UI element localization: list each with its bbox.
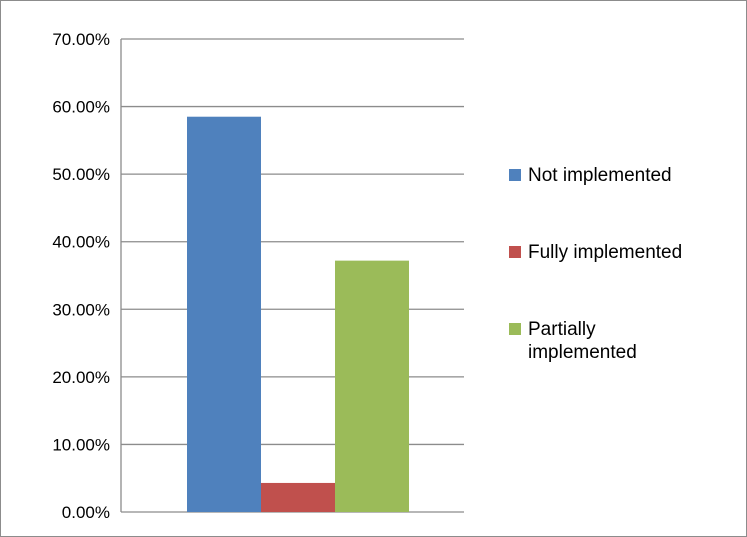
bar-fully-implemented — [261, 482, 335, 512]
bar-not-implemented — [187, 116, 261, 512]
legend-swatch — [509, 246, 521, 258]
legend-label: Partially implemented — [528, 319, 637, 363]
y-tick-label: 70.00% — [52, 30, 110, 49]
y-tick-label: 40.00% — [52, 233, 110, 252]
gridlines — [121, 38, 464, 513]
legend-label-line: Partially — [528, 319, 596, 340]
y-tick-label: 50.00% — [52, 165, 110, 184]
y-tick-label: 10.00% — [52, 435, 110, 454]
legend-item: Partially implemented — [509, 319, 637, 363]
bars — [187, 116, 409, 512]
y-tick-label: 20.00% — [52, 368, 110, 387]
legend-label-line: implemented — [528, 342, 637, 363]
legend-swatch — [509, 169, 521, 181]
legend-item: Fully implemented — [509, 242, 682, 263]
y-tick-label: 60.00% — [52, 98, 110, 117]
legend-swatch — [509, 323, 521, 335]
y-axis: 0.00% 10.00% 20.00% 30.00% 40.00% 50.00% 60.00… — [52, 30, 122, 522]
bar-partially-implemented — [335, 260, 409, 512]
y-tick-label: 30.00% — [52, 300, 110, 319]
legend-item: Not implemented — [509, 165, 672, 186]
y-tick-label: 0.00% — [62, 503, 110, 522]
legend-label: Fully implemented — [528, 242, 682, 263]
legend-label-line: Fully implemented — [528, 242, 682, 263]
legend: Not implemented Fully implemented Partiall… — [509, 165, 682, 363]
legend-label: Not implemented — [528, 165, 672, 186]
legend-label-line: Not implemented — [528, 165, 672, 186]
